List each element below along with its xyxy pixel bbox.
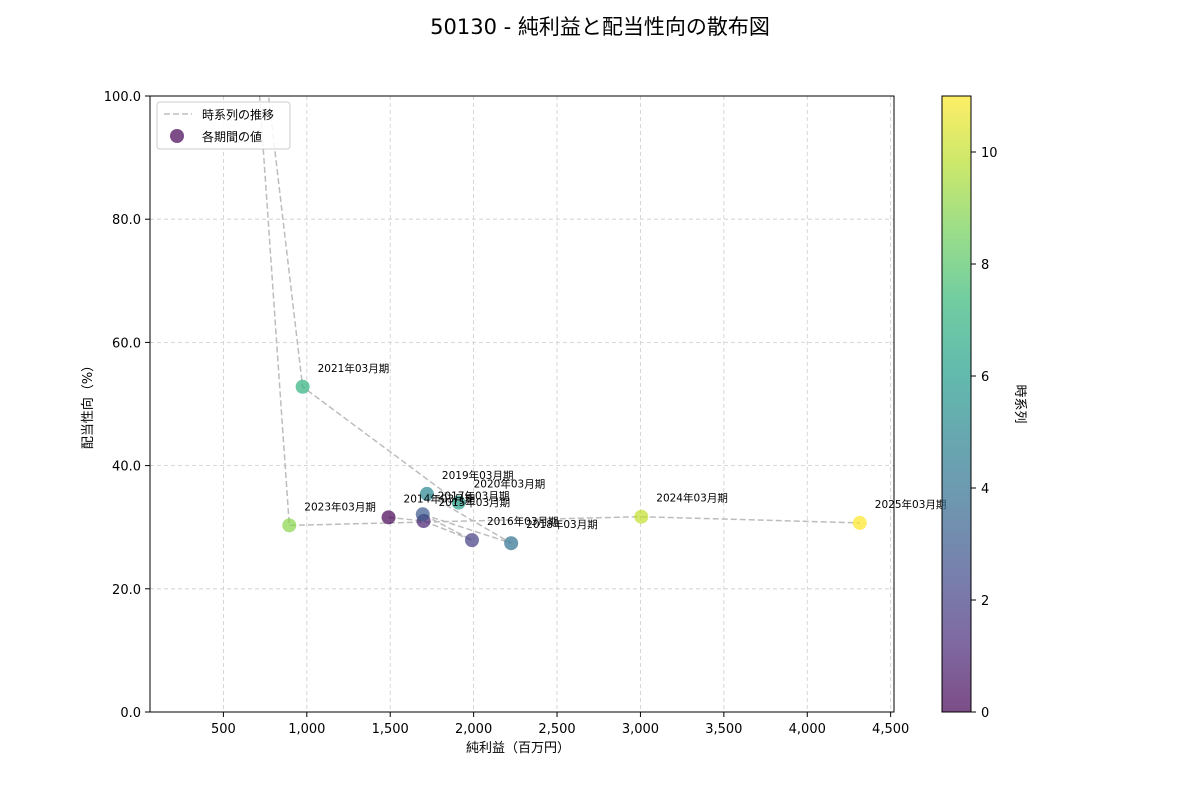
data-point-label: 2017年03月期 <box>438 489 510 502</box>
y-tick-label: 80.0 <box>112 213 141 228</box>
data-point-label: 2018年03月期 <box>526 518 598 531</box>
x-tick-label: 1,500 <box>372 722 409 737</box>
x-tick-label: 3,000 <box>622 722 659 737</box>
y-tick-label: 40.0 <box>112 460 141 475</box>
plot-frame <box>149 95 895 713</box>
data-point <box>282 518 297 533</box>
colorbar: 0 2 4 6 8 10 時系列 <box>941 95 1027 721</box>
colorbar-ticks: 0 2 4 6 8 10 <box>971 146 998 721</box>
legend-point-swatch <box>170 129 184 143</box>
legend: 時系列の推移 各期間の値 <box>156 101 291 150</box>
data-point-label: 2016年03月期 <box>487 515 559 528</box>
trend-line <box>258 96 860 544</box>
legend-label-point: 各期間の値 <box>202 129 262 144</box>
data-point <box>419 486 434 501</box>
data-point <box>415 507 430 522</box>
y-axis-label: 配当性向（%） <box>80 359 96 449</box>
y-tick-label: 100.0 <box>104 90 141 105</box>
data-point-label: 2020年03月期 <box>474 478 546 491</box>
chart-title: 50130 - 純利益と配当性向の散布図 <box>430 15 770 39</box>
x-tick-label: 1,000 <box>288 722 325 737</box>
x-tick-label: 500 <box>211 722 236 737</box>
data-point <box>634 509 649 524</box>
colorbar-tick-label: 6 <box>981 370 989 385</box>
x-tick-label: 4,000 <box>789 722 826 737</box>
legend-box <box>156 101 291 150</box>
data-point <box>248 77 262 91</box>
x-tick-label: 3,500 <box>705 722 742 737</box>
grid-layer <box>150 95 894 713</box>
data-point-label: 2025年03月期 <box>875 498 947 511</box>
y-tick-label: 20.0 <box>112 583 141 598</box>
colorbar-tick-label: 2 <box>981 594 989 609</box>
x-tick-label: 2,000 <box>455 722 492 737</box>
data-point <box>504 536 519 551</box>
colorbar-gradient <box>941 95 972 713</box>
point-layer <box>248 77 867 551</box>
colorbar-tick-label: 10 <box>981 146 998 161</box>
data-point-label: 2015年03月期 <box>439 496 511 509</box>
colorbar-tick-label: 0 <box>981 706 989 721</box>
data-point <box>852 515 867 530</box>
x-axis-label: 純利益（百万円） <box>466 741 570 756</box>
colorbar-tick-label: 8 <box>981 258 989 273</box>
legend-label-line: 時系列の推移 <box>202 108 274 122</box>
data-point-label: 2019年03月期 <box>442 469 514 482</box>
data-point-label: 2024年03月期 <box>656 492 728 505</box>
colorbar-tick-label: 4 <box>981 482 989 497</box>
colorbar-label: 時系列 <box>1012 384 1027 423</box>
data-point <box>451 495 466 510</box>
data-point <box>381 510 396 525</box>
data-point-label: 2021年03月期 <box>318 362 390 375</box>
x-tick-label: 4,500 <box>872 722 909 737</box>
data-point <box>295 379 310 394</box>
y-axis: 0.0 20.0 40.0 60.0 80.0 100.0 <box>104 90 150 721</box>
x-axis: 500 1,000 1,500 2,000 2,500 3,000 3,500 4,000 4,… <box>211 712 909 737</box>
data-point-label: 2014年03月期 <box>404 492 476 505</box>
y-tick-label: 60.0 <box>112 336 141 351</box>
trend-line-layer <box>258 96 860 544</box>
data-point <box>464 533 479 548</box>
x-tick-label: 2,500 <box>538 722 575 737</box>
data-point-label: 2023年03月期 <box>304 500 376 513</box>
y-tick-label: 0.0 <box>120 706 141 721</box>
